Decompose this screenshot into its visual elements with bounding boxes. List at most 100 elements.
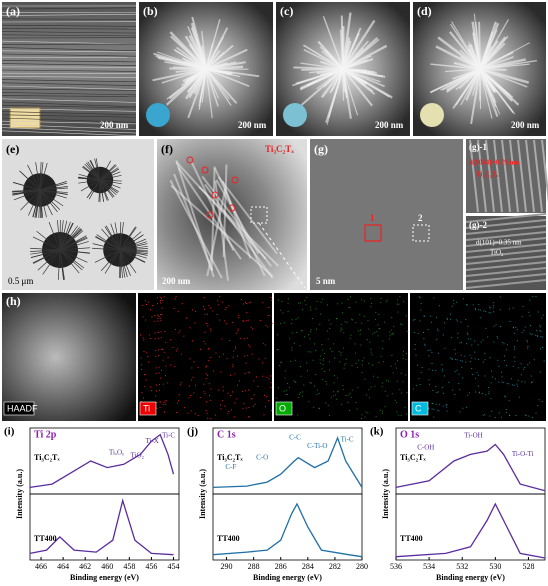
map-dot	[146, 352, 148, 354]
petal	[39, 189, 47, 218]
map-dot	[177, 402, 179, 404]
map-dot	[398, 414, 400, 416]
map-dot	[160, 319, 162, 321]
map-dot	[432, 390, 434, 392]
petal	[59, 249, 88, 263]
fringe	[465, 255, 547, 265]
peak-label: Ti-C	[162, 432, 175, 440]
petal	[205, 68, 213, 119]
map-dot	[388, 380, 390, 382]
map-dot	[436, 392, 438, 394]
spectrum	[212, 436, 363, 489]
map-dot	[356, 408, 358, 410]
map-dot	[536, 335, 538, 337]
x-tick-label: 454	[167, 562, 179, 571]
map-dot	[535, 296, 537, 298]
map-dot	[540, 348, 542, 350]
fringe	[465, 219, 547, 229]
petal	[205, 43, 214, 70]
map-dot	[188, 397, 190, 399]
map-dot	[518, 396, 520, 398]
series-label: TT400	[217, 534, 240, 543]
map-dot	[361, 372, 363, 374]
map-dot	[415, 354, 417, 356]
petal	[469, 43, 481, 70]
map-dot	[188, 385, 190, 387]
map-dot	[532, 296, 534, 298]
map-dot	[234, 373, 236, 375]
map-dot	[460, 354, 462, 356]
petal	[86, 179, 101, 198]
map-dot	[285, 389, 287, 391]
map-dot	[291, 322, 293, 324]
map-dot	[380, 409, 382, 411]
map-dot	[505, 396, 507, 398]
map-dot	[493, 311, 495, 313]
map-dot	[450, 337, 452, 339]
map-dot	[529, 315, 531, 317]
map-dot	[521, 331, 523, 333]
map-dot	[165, 375, 167, 377]
map-dot	[535, 412, 537, 414]
petal	[48, 221, 61, 251]
map-dot	[242, 303, 244, 305]
map-dot	[299, 345, 301, 347]
petal	[205, 61, 237, 70]
map-dot	[380, 297, 382, 299]
map-dot	[313, 385, 315, 387]
map-dot	[492, 305, 494, 307]
map-dot	[291, 349, 293, 351]
map-dot	[484, 352, 486, 354]
map-dot	[304, 300, 306, 302]
map-dot	[308, 401, 310, 403]
map-dot	[297, 302, 299, 304]
map-dot	[333, 391, 335, 393]
map-dot	[271, 299, 273, 301]
map-dot	[148, 334, 150, 336]
map-dot	[489, 306, 491, 308]
petal	[119, 222, 122, 251]
map-dot	[471, 344, 473, 346]
map-dot	[346, 322, 348, 324]
map-dot	[418, 378, 420, 380]
map-dot	[300, 302, 302, 304]
map-dot	[531, 333, 533, 335]
map-dot	[431, 351, 433, 353]
map-dot	[248, 416, 250, 418]
map-dot	[219, 296, 221, 298]
map-dot	[249, 371, 251, 373]
map-dot	[432, 402, 434, 404]
map-dot	[312, 359, 314, 361]
map-dot	[496, 336, 498, 338]
o-map	[274, 293, 408, 421]
map-dot	[155, 395, 157, 397]
map-dot	[277, 349, 279, 351]
map-dot	[377, 324, 379, 326]
petal	[119, 249, 146, 263]
map-dot	[355, 402, 357, 404]
map-dot	[170, 339, 172, 341]
map-dot	[414, 344, 416, 346]
petal	[449, 31, 481, 70]
map-dot	[379, 328, 381, 330]
map-dot	[382, 340, 384, 342]
y-axis-label: Intensity (a.u.)	[15, 469, 24, 519]
map-dot	[397, 311, 399, 313]
map-dot	[372, 333, 374, 335]
layer-streak	[1, 117, 137, 123]
peak-label: Ti-C	[341, 435, 354, 443]
map-dot	[155, 384, 157, 386]
petal	[59, 222, 74, 251]
map-dot	[161, 348, 163, 350]
map-dot	[349, 392, 351, 394]
map-dot	[343, 367, 345, 369]
map-dot	[315, 373, 317, 375]
layer-streak	[1, 66, 137, 68]
petal	[99, 160, 111, 181]
map-dot	[461, 366, 463, 368]
map-dot	[489, 357, 491, 359]
petal	[92, 243, 121, 251]
map-dot	[509, 415, 511, 417]
map-dot	[466, 304, 468, 306]
petal	[110, 223, 121, 251]
